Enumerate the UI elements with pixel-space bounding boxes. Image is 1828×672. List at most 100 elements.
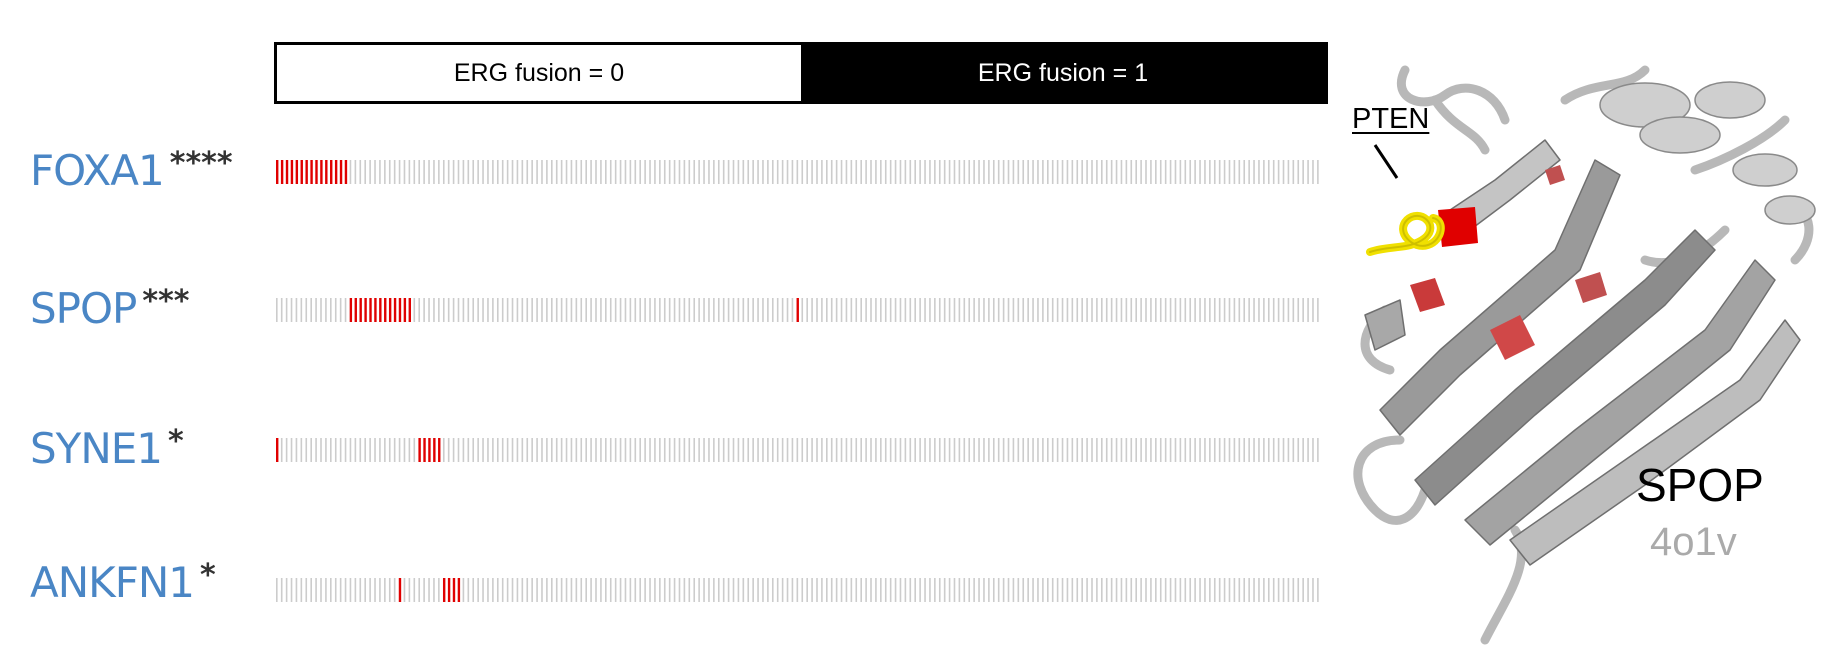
sample-tick-mutated	[796, 298, 799, 322]
sample-tick	[757, 160, 759, 184]
sample-tick	[997, 438, 1000, 462]
sample-tick	[1007, 160, 1010, 184]
sample-tick	[1081, 438, 1083, 462]
sample-tick	[1091, 298, 1093, 322]
sample-tick	[703, 578, 705, 602]
sample-tick	[693, 578, 696, 602]
sample-tick	[1209, 298, 1211, 322]
sample-tick	[1047, 160, 1049, 184]
sample-tick	[992, 578, 995, 602]
sample-tick	[830, 160, 833, 184]
sample-tick	[1189, 578, 1192, 602]
sample-tick	[958, 438, 961, 462]
gene-label-spop: SPOP ***	[30, 284, 189, 333]
sample-tick	[369, 160, 371, 184]
sample-tick	[1032, 298, 1034, 322]
sample-tick-mutated	[452, 578, 456, 602]
gene-label-ankfn1: ANKFN1 *	[30, 558, 216, 607]
sample-tick	[663, 160, 666, 184]
gene-label-foxa1: FOXA1 ****	[30, 146, 233, 195]
sample-tick	[1047, 298, 1049, 322]
sample-tick	[791, 160, 794, 184]
sample-tick	[1012, 438, 1015, 462]
sample-tick	[1277, 298, 1280, 322]
helices	[1599, 81, 1816, 225]
sample-tick	[1145, 438, 1147, 462]
sample-tick	[767, 160, 769, 184]
sample-tick	[438, 578, 440, 602]
sample-tick	[506, 298, 509, 322]
sample-tick	[428, 160, 430, 184]
sample-tick	[374, 160, 376, 184]
sample-tick	[521, 578, 524, 602]
sample-tick	[300, 298, 303, 322]
sample-tick	[413, 578, 416, 602]
sample-tick	[457, 298, 460, 322]
sample-tick-mutated	[384, 298, 387, 322]
sample-tick	[295, 298, 298, 322]
sample-tick-mutated	[428, 438, 431, 462]
sample-tick	[1022, 578, 1025, 602]
sample-tick	[1174, 160, 1177, 184]
sample-tick	[285, 298, 288, 322]
sample-tick	[816, 160, 818, 184]
sample-tick	[467, 578, 470, 602]
sample-tick	[708, 438, 710, 462]
sample-tick	[1101, 298, 1103, 322]
sample-tick	[624, 438, 627, 462]
sample-tick	[948, 438, 951, 462]
sample-tick-mutated	[295, 160, 299, 184]
sample-tick	[364, 438, 366, 462]
sample-tick	[938, 160, 941, 184]
gene-name: SYNE1	[30, 424, 163, 473]
sample-tick	[1115, 298, 1118, 322]
sample-tick	[506, 438, 509, 462]
sample-tick-mutated	[433, 438, 436, 462]
sample-tick	[531, 578, 533, 602]
sample-tick	[1135, 578, 1137, 602]
sample-tick	[1032, 160, 1034, 184]
sample-tick	[600, 298, 602, 322]
sample-tick	[855, 578, 858, 602]
sample-tick	[496, 160, 499, 184]
sample-tick	[781, 298, 784, 322]
sample-tick	[1179, 160, 1182, 184]
sample-tick	[310, 578, 312, 602]
sample-tick	[737, 578, 740, 602]
sample-tick	[958, 578, 961, 602]
sample-tick	[1238, 160, 1241, 184]
sample-tick	[904, 298, 907, 322]
sample-tick	[703, 160, 705, 184]
sample-tick	[717, 578, 720, 602]
sample-tick	[388, 438, 391, 462]
sample-tick	[344, 298, 347, 322]
sample-tick	[565, 438, 568, 462]
sample-tick	[442, 438, 445, 462]
sample-tick	[1022, 298, 1025, 322]
sample-tick	[880, 298, 882, 322]
sample-tick	[752, 578, 754, 602]
sample-tick	[280, 298, 283, 322]
sample-tick	[1209, 438, 1211, 462]
sample-tick	[1184, 160, 1187, 184]
sample-tick	[1218, 438, 1221, 462]
sample-tick	[339, 438, 342, 462]
sample-tick	[708, 578, 710, 602]
sample-tick	[1272, 298, 1275, 322]
sample-tick	[585, 298, 587, 322]
sample-tick	[845, 160, 848, 184]
sample-tick	[899, 578, 902, 602]
sample-tick	[447, 160, 450, 184]
sample-tick	[462, 578, 465, 602]
sample-tick	[860, 438, 862, 462]
sample-tick	[467, 160, 470, 184]
sample-tick-mutated	[423, 438, 426, 462]
sample-tick	[1056, 160, 1059, 184]
significance-stars: ****	[169, 146, 233, 181]
sample-tick	[1204, 160, 1206, 184]
sample-tick	[1061, 438, 1064, 462]
sample-tick	[1159, 438, 1162, 462]
sample-tick	[487, 298, 489, 322]
sample-tick	[1228, 298, 1231, 322]
sample-tick	[1105, 298, 1108, 322]
